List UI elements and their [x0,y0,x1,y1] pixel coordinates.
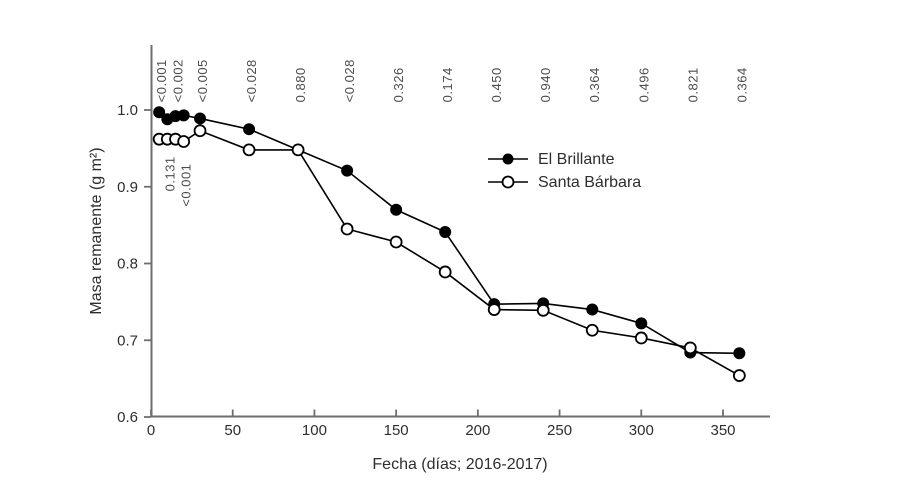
series-line-santa-b-rbara [159,129,740,377]
p-value-annotations: <0.001 <0.002 <0.005 <0.028 0.880 <0.028 0.326… [154,59,749,207]
data-point-el-brillante [341,164,354,177]
p-value-annotation: 0.364 [587,67,602,102]
p-value-annotation: 0.174 [440,67,455,102]
data-point-santa-b-rbara [683,341,697,355]
open-circle-marker-icon [501,175,515,189]
p-value-annotation: <0.028 [244,59,259,102]
data-point-el-brillante [177,109,190,122]
data-point-el-brillante [733,347,746,360]
p-value-annotation-inner: <0.001 [179,164,194,207]
p-value-annotation: <0.002 [171,59,186,102]
data-point-santa-b-rbara [438,265,452,279]
data-point-santa-b-rbara [536,303,550,317]
p-value-annotation: 0.364 [734,67,749,102]
x-axis-title: Fecha (días; 2016-2017) [372,456,547,473]
p-value-annotation: <0.028 [342,59,357,102]
y-axis-tick-label: 0.9 [117,179,138,196]
legend-item-santa-barbara: Santa Bárbara [488,174,641,191]
p-value-annotation: 0.940 [538,67,553,102]
data-series [152,106,746,382]
data-point-el-brillante [243,123,256,136]
p-value-annotation: 0.326 [391,67,406,102]
data-point-santa-b-rbara [732,369,746,382]
legend-item-el-brillante: El Brillante [488,151,615,168]
data-point-el-brillante [635,317,648,330]
data-point-el-brillante [439,226,452,239]
p-value-annotation: 0.821 [685,67,700,102]
y-axis-tick-label: 1.0 [117,102,138,119]
x-axis-tick-label: 100 [302,422,327,439]
data-point-santa-b-rbara [291,143,305,157]
x-axis-tick-label: 350 [710,422,735,439]
x-axis-tick-label: 50 [224,422,241,439]
data-point-santa-b-rbara [634,331,648,345]
data-point-el-brillante [194,112,207,125]
y-axis-title: Masa remanente (g m²) [88,147,105,314]
x-axis-tick-label: 250 [547,422,572,439]
data-point-el-brillante [586,303,599,316]
filled-circle-marker-icon [502,153,514,165]
data-point-santa-b-rbara [193,124,207,138]
legend-label-santa-barbara: Santa Bárbara [538,174,641,191]
data-point-el-brillante [390,203,403,216]
legend: El Brillante Santa Bárbara [488,151,641,191]
y-axis-tick-label: 0.8 [117,256,138,273]
data-point-santa-b-rbara [585,323,599,337]
y-axis-tick-label: 0.6 [117,409,138,426]
p-value-annotation: <0.001 [154,59,169,102]
y-axis-tick-label: 0.7 [117,332,138,349]
data-point-el-brillante [153,106,166,119]
data-point-santa-b-rbara [487,303,501,316]
data-point-santa-b-rbara [389,235,403,249]
legend-label-el-brillante: El Brillante [538,151,615,168]
axes: 0 50 100 150 200 250 300 350 1.0 0.9 0.8 0.7 0.6 [117,45,770,439]
x-axis-tick-label: 200 [465,422,490,439]
p-value-annotation: 0.496 [636,67,651,102]
p-value-annotation-inner: 0.131 [162,156,177,191]
data-point-santa-b-rbara [340,222,354,236]
x-axis-tick-label: 0 [147,422,155,439]
data-point-santa-b-rbara [242,143,256,157]
p-value-annotation: 0.450 [489,67,504,102]
p-value-annotation: <0.005 [195,59,210,102]
data-point-santa-b-rbara [177,135,191,148]
x-axis-tick-label: 150 [384,422,409,439]
p-value-annotation: 0.880 [293,67,308,102]
x-axis-tick-label: 300 [629,422,654,439]
